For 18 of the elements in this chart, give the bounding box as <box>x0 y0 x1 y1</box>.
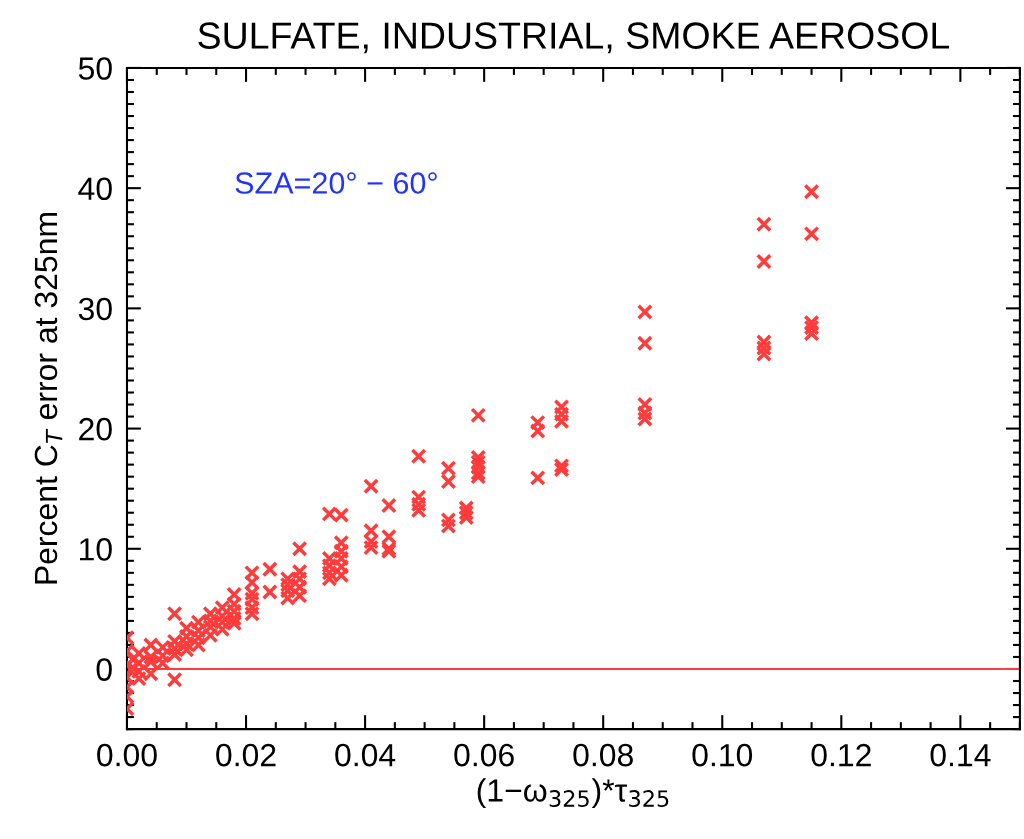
y-tick-label: 40 <box>78 177 112 201</box>
x-tick-label: 0.02 <box>216 743 276 767</box>
y-tick-label: 30 <box>78 297 112 321</box>
x-tick-label: 0.06 <box>454 743 514 767</box>
y-tick-label: 50 <box>78 57 112 80</box>
annotation: SZA=20° − 60° <box>235 172 437 194</box>
x-tick-label: 0.00 <box>97 743 157 767</box>
x-tick-label: 0.12 <box>811 743 871 767</box>
y-axis-title: Percent C$_{T}$ error at 325nm <box>34 213 63 584</box>
y-tick-label: 10 <box>79 538 112 561</box>
x-tick-label: 0.14 <box>930 743 991 767</box>
x-axis-title: (1−ω$_{325}$)*τ$_{325}$ <box>477 778 669 809</box>
y-tick-label: 20 <box>79 417 112 441</box>
chart-title: SULFATE, INDUSTRIAL, SMOKE AEROSOL <box>198 22 950 54</box>
x-tick-label: 0.04 <box>335 743 396 767</box>
x-tick-label: 0.10 <box>692 743 753 767</box>
y-tick-label: 0 <box>96 658 112 681</box>
x-tick-label: 0.08 <box>573 743 633 767</box>
